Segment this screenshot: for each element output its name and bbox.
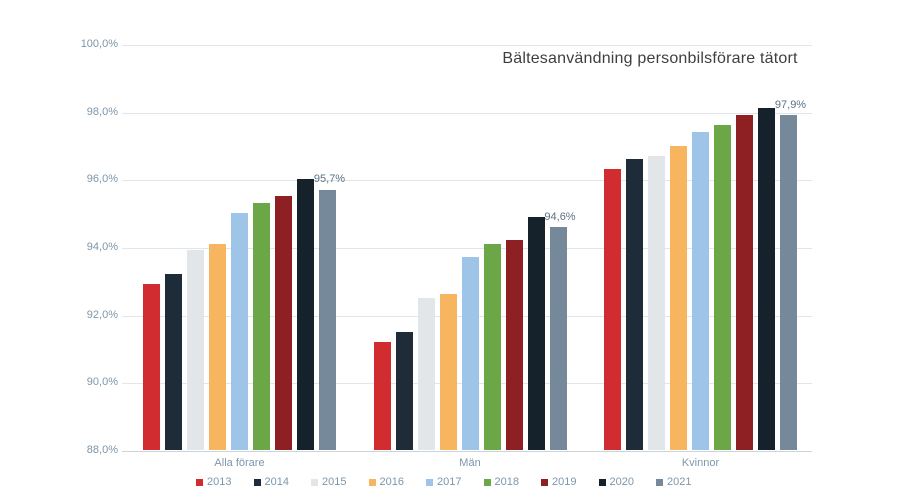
bar-2015 [648, 155, 665, 450]
x-axis-category-label: Alla förare [214, 457, 265, 469]
bar-2015 [187, 250, 204, 450]
legend-label: 2020 [609, 476, 634, 488]
plot-area: 88,0% 90,0% 92,0% 94,0% 96,0% 98,0% 100,0% 95,7… [81, 38, 812, 456]
bar-group [143, 45, 336, 450]
bar-group [604, 45, 797, 450]
gridline [122, 451, 812, 452]
legend-swatch [196, 478, 203, 486]
legend-swatch [253, 478, 261, 486]
bar-2014 [395, 331, 413, 450]
bar-2016 [670, 145, 687, 450]
bar-2020 [758, 108, 775, 450]
bar-2021 [780, 115, 797, 450]
legend-item-2016: 2016 [368, 476, 427, 488]
legend-item-2019: 2019 [541, 476, 599, 488]
legend-item-2020: 2020 [598, 476, 657, 488]
legend: 2013 2014 2015 2016 2017 2018 2019 2020 2021 [196, 476, 714, 488]
bar-2016 [439, 294, 457, 450]
bar-2013 [373, 341, 391, 450]
bar-value-label: 94,6% [544, 210, 576, 223]
legend-swatch [483, 478, 491, 486]
y-axis-tick-label: 90,0% [86, 376, 118, 389]
legend-label: 2017 [437, 476, 462, 488]
gridline [122, 248, 812, 249]
legend-label: 2015 [322, 476, 347, 488]
gridline [122, 45, 812, 46]
y-axis-tick-label: 100,0% [80, 38, 118, 50]
legend-item-2014: 2014 [253, 476, 312, 488]
y-axis-tick-label: 94,0% [86, 241, 118, 253]
y-axis-tick-label: 92,0% [86, 308, 118, 321]
bar-2013 [143, 284, 160, 450]
legend-item-2021: 2021 [656, 476, 714, 488]
bar-2018 [714, 125, 731, 450]
bar-2018 [483, 243, 501, 450]
x-axis-category-label: Män [459, 457, 481, 469]
legend-item-2013: 2013 [196, 476, 254, 488]
bar-group [373, 45, 567, 450]
legend-label: 2013 [207, 476, 232, 488]
bar-2013 [604, 169, 621, 450]
gridline [122, 180, 812, 182]
bar-2017 [231, 213, 248, 450]
legend-swatch [656, 478, 663, 486]
bar-value-label: 97,9% [774, 99, 807, 112]
bar-2019 [275, 196, 292, 450]
bar-2020 [297, 179, 314, 450]
bar-2019 [505, 240, 523, 450]
legend-swatch [541, 478, 548, 486]
y-axis-tick-label: 98,0% [86, 105, 118, 118]
legend-swatch [426, 478, 433, 486]
legend-label: 2014 [264, 476, 289, 488]
legend-label: 2016 [379, 476, 404, 488]
bar-2017 [461, 257, 479, 450]
legend-label: 2018 [494, 476, 519, 488]
legend-swatch [598, 478, 606, 486]
bar-2021 [319, 189, 336, 450]
chart-title: Bältesanvändning personbilsförare tätort [502, 50, 798, 67]
legend-swatch [311, 478, 318, 486]
bar-2021 [549, 226, 567, 450]
legend-label: 2021 [667, 476, 692, 488]
bar-value-label: 95,7% [313, 173, 346, 186]
bar-2014 [626, 159, 643, 450]
y-axis-tick-label: 88,0% [86, 444, 118, 456]
bar-2014 [165, 274, 182, 450]
legend-item-2015: 2015 [311, 476, 369, 488]
y-axis-tick-label: 96,0% [86, 173, 118, 186]
x-axis-category-label: Kvinnor [681, 457, 720, 469]
bar-2016 [209, 243, 226, 450]
bar-2015 [417, 297, 435, 450]
legend-item-2017: 2017 [426, 476, 484, 488]
bar-2017 [692, 132, 709, 450]
legend-item-2018: 2018 [483, 476, 542, 488]
legend-swatch [368, 478, 376, 486]
bar-2020 [527, 216, 545, 450]
legend-label: 2019 [552, 476, 577, 488]
bar-2018 [253, 203, 270, 450]
bar-2019 [736, 115, 753, 450]
gridline [122, 112, 812, 114]
